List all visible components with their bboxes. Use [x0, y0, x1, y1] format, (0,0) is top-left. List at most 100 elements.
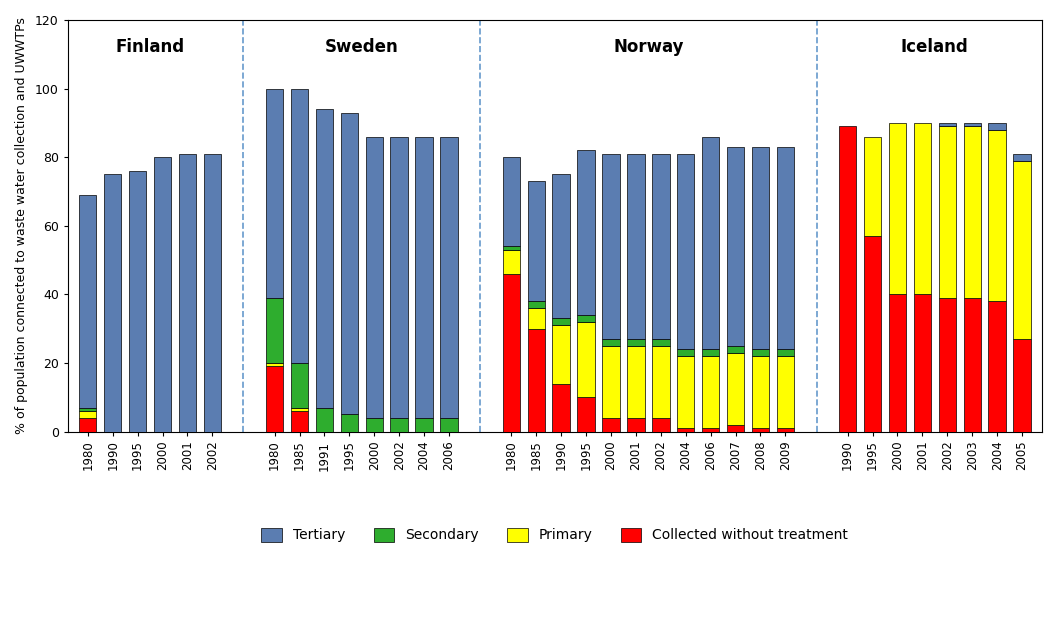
Bar	[964, 298, 981, 431]
Bar	[441, 418, 458, 431]
Bar	[652, 418, 669, 431]
Bar	[553, 318, 570, 325]
Bar	[602, 346, 619, 418]
Bar	[441, 137, 458, 418]
Bar	[527, 301, 545, 308]
Bar	[266, 298, 283, 363]
Bar	[889, 123, 906, 294]
Bar	[366, 137, 383, 418]
Bar	[527, 181, 545, 301]
Bar	[627, 339, 645, 346]
Bar	[864, 236, 882, 431]
Bar	[864, 137, 882, 236]
Bar	[602, 418, 619, 431]
Bar	[366, 418, 383, 431]
Bar	[676, 428, 694, 431]
Bar	[79, 195, 96, 408]
Bar	[913, 123, 931, 294]
Bar	[752, 349, 769, 356]
Bar	[652, 154, 669, 339]
Bar	[129, 171, 146, 431]
Bar	[266, 89, 283, 298]
Bar	[727, 425, 744, 431]
Bar	[179, 154, 197, 431]
Bar	[266, 363, 283, 366]
Bar	[702, 137, 720, 349]
Bar	[340, 414, 358, 431]
Text: Iceland: Iceland	[901, 38, 969, 56]
Legend: Tertiary, Secondary, Primary, Collected without treatment: Tertiary, Secondary, Primary, Collected …	[256, 522, 854, 548]
Bar	[676, 154, 694, 349]
Text: Norway: Norway	[613, 38, 684, 56]
Bar	[652, 346, 669, 418]
Bar	[154, 157, 171, 431]
Bar	[702, 356, 720, 428]
Y-axis label: % of population connected to waste water collection and UWWTPs: % of population connected to waste water…	[15, 17, 27, 434]
Bar	[577, 322, 595, 397]
Bar	[939, 123, 956, 126]
Text: Sweden: Sweden	[324, 38, 398, 56]
Bar	[727, 346, 744, 353]
Bar	[577, 151, 595, 315]
Bar	[627, 346, 645, 418]
Bar	[291, 363, 309, 408]
Bar	[79, 411, 96, 418]
Bar	[1014, 161, 1031, 339]
Bar	[913, 294, 931, 431]
Bar	[553, 174, 570, 318]
Bar	[752, 356, 769, 428]
Bar	[577, 397, 595, 431]
Bar	[415, 137, 433, 418]
Bar	[316, 109, 333, 408]
Bar	[502, 274, 520, 431]
Bar	[939, 126, 956, 298]
Bar	[988, 130, 1006, 301]
Bar	[527, 329, 545, 431]
Bar	[777, 147, 794, 349]
Bar	[553, 383, 570, 431]
Bar	[727, 147, 744, 346]
Bar	[889, 294, 906, 431]
Bar	[777, 349, 794, 356]
Bar	[988, 301, 1006, 431]
Bar	[964, 123, 981, 126]
Bar	[752, 147, 769, 349]
Bar	[939, 298, 956, 431]
Bar	[839, 126, 856, 431]
Bar	[676, 356, 694, 428]
Bar	[415, 418, 433, 431]
Bar	[627, 418, 645, 431]
Bar	[266, 366, 283, 431]
Bar	[553, 325, 570, 383]
Bar	[316, 408, 333, 431]
Bar	[527, 308, 545, 329]
Bar	[988, 123, 1006, 130]
Bar	[502, 157, 520, 246]
Bar	[964, 126, 981, 298]
Bar	[1014, 154, 1031, 161]
Bar	[602, 154, 619, 339]
Bar	[104, 174, 122, 431]
Bar	[727, 353, 744, 425]
Bar	[652, 339, 669, 346]
Bar	[340, 112, 358, 414]
Bar	[777, 428, 794, 431]
Bar	[702, 349, 720, 356]
Bar	[390, 137, 408, 418]
Bar	[627, 154, 645, 339]
Bar	[204, 154, 221, 431]
Text: Finland: Finland	[115, 38, 185, 56]
Bar	[79, 418, 96, 431]
Bar	[1014, 339, 1031, 431]
Bar	[502, 249, 520, 274]
Bar	[676, 349, 694, 356]
Bar	[390, 418, 408, 431]
Bar	[502, 246, 520, 249]
Bar	[752, 428, 769, 431]
Bar	[291, 408, 309, 411]
Bar	[291, 89, 309, 363]
Bar	[577, 315, 595, 322]
Bar	[777, 356, 794, 428]
Bar	[79, 408, 96, 411]
Bar	[602, 339, 619, 346]
